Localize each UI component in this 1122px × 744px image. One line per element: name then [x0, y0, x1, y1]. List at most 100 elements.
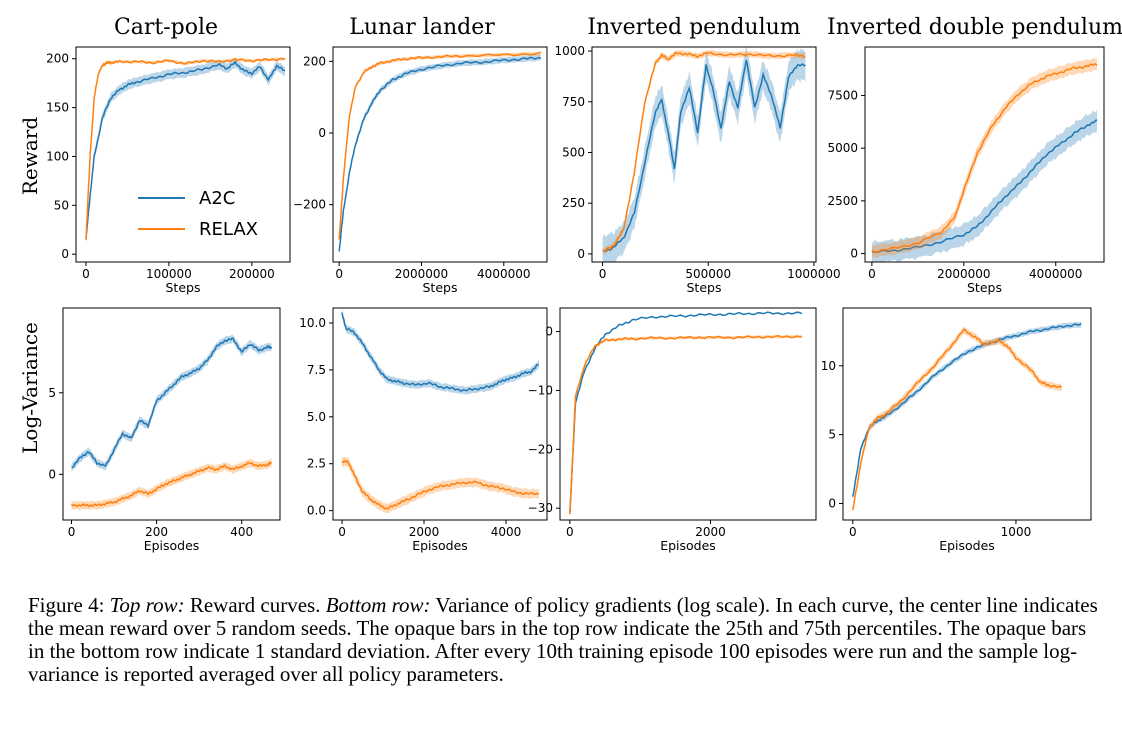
- y-tick-label: −30: [528, 501, 553, 515]
- x-axis-label: Steps: [166, 280, 201, 295]
- band-relax-invpend-logvar: [569, 334, 802, 516]
- band-relax-cartpole-logvar: [71, 458, 272, 511]
- x-axis-label: Episodes: [939, 538, 995, 553]
- x-tick-label: 0: [868, 267, 876, 281]
- x-tick-label: 0: [849, 525, 857, 539]
- plot-frame: [75, 46, 291, 263]
- series-line-relax-cartpole-reward: [85, 57, 286, 240]
- y-tick-label: 7500: [827, 88, 858, 102]
- y-tick-label: 100: [46, 149, 69, 163]
- x-tick-label: 4000000: [477, 267, 530, 281]
- row-label-log-variance: Log-Variance: [18, 322, 42, 454]
- y-tick-label: 0: [545, 325, 553, 339]
- series-line-a2c-lunar-reward: [338, 56, 542, 252]
- plot-frame: [332, 307, 548, 521]
- panel-title-cartpole: Cart-pole: [114, 15, 218, 40]
- plot-frame: [332, 46, 548, 263]
- series-line-a2c-invdpend-logvar: [852, 323, 1082, 497]
- plot-frame: [842, 307, 1092, 521]
- x-tick-label: 200000: [229, 267, 275, 281]
- x-tick-label: 4000: [491, 525, 522, 539]
- figure-caption: Figure 4: Top row: Reward curves. Bottom…: [28, 594, 1098, 686]
- plot-frame: [559, 307, 817, 521]
- y-tick-label: 0: [318, 126, 326, 140]
- y-tick-label: 2500: [827, 194, 858, 208]
- series-line-relax-cartpole-logvar: [70, 461, 273, 508]
- x-tick-label: 0: [566, 525, 574, 539]
- band-a2c-invpend-reward: [602, 47, 806, 262]
- x-axis-label: Steps: [687, 280, 722, 295]
- panel-inverted-double-pendulum-log-variance: 0 1000 0 5 10 Episodes: [821, 307, 1092, 553]
- band-relax-lunar-reward: [339, 51, 541, 243]
- band-a2c-cartpole-reward: [86, 57, 285, 245]
- x-tick-label: 1000000: [787, 267, 840, 281]
- y-tick-label: −20: [528, 442, 553, 456]
- band-a2c-lunar-reward: [339, 54, 541, 255]
- x-tick-label: 100000: [146, 267, 192, 281]
- y-tick-label: 200: [303, 54, 326, 68]
- panel-inverted-double-pendulum-reward: 0 2000000 4000000 0 2500 5000 7500 Steps: [827, 46, 1105, 295]
- panel-cartpole-reward: 0 100000 200000 0 50 100 150 200 Steps: [46, 46, 291, 295]
- panel-title-inverted-pendulum: Inverted pendulum: [587, 15, 800, 40]
- x-axis-label: Steps: [423, 280, 458, 295]
- caption-rest: Variance of policy gradients (log scale)…: [28, 593, 1098, 686]
- panel-inverted-pendulum-log-variance: 0 2000 −30 −20 −10 0 Episodes: [528, 307, 817, 553]
- y-tick-label: 10.0: [299, 316, 326, 330]
- x-tick-label: 2000000: [395, 267, 448, 281]
- y-tick-label: 5: [48, 386, 56, 400]
- y-tick-label: 200: [46, 52, 69, 66]
- y-tick-label: 5: [828, 428, 836, 442]
- x-axis-label: Episodes: [660, 538, 716, 553]
- y-tick-label: 50: [54, 198, 69, 212]
- series-line-a2c-invpend-reward: [602, 59, 806, 253]
- x-axis-label: Steps: [967, 280, 1002, 295]
- series-line-relax-invdpend-logvar: [852, 328, 1063, 511]
- y-tick-label: 1000: [554, 44, 585, 58]
- plot-frame: [62, 307, 281, 521]
- panel-cartpole-log-variance: 0 200 400 0 5 Episodes: [48, 307, 281, 553]
- caption-label: Figure 4:: [28, 593, 105, 617]
- series-line-a2c-cartpole-reward: [85, 60, 286, 240]
- y-tick-label: 0: [48, 467, 56, 481]
- x-tick-label: 400: [230, 525, 253, 539]
- panel-lunar-lander-log-variance: 0 2000 4000 0.0 2.5 5.0 7.5 10.0 Episodes: [299, 307, 548, 553]
- series-line-a2c-invdpend-reward: [871, 119, 1098, 254]
- x-tick-label: 0: [338, 525, 346, 539]
- y-tick-label: 0.0: [307, 504, 326, 518]
- series-line-relax-invpend-reward: [602, 51, 806, 253]
- x-tick-label: 2000: [409, 525, 440, 539]
- x-tick-label: 2000: [695, 525, 726, 539]
- x-tick-label: 500000: [685, 267, 731, 281]
- series-line-a2c-lunar-logvar: [341, 312, 539, 392]
- caption-top-row-label: Top row:: [109, 593, 185, 617]
- x-tick-label: 2000000: [937, 267, 990, 281]
- band-a2c-lunar-logvar: [342, 310, 539, 395]
- y-tick-label: −10: [528, 383, 553, 397]
- x-tick-label: 0: [68, 525, 76, 539]
- x-tick-label: 1000: [1001, 525, 1032, 539]
- band-relax-invdpend-reward: [871, 57, 1098, 258]
- y-tick-label: 0: [828, 496, 836, 510]
- band-a2c-cartpole-logvar: [71, 334, 272, 472]
- y-tick-label: 0: [577, 247, 585, 261]
- y-tick-label: 0: [61, 247, 69, 261]
- plot-frame: [864, 46, 1105, 263]
- y-tick-label: 5000: [827, 141, 858, 155]
- series-line-relax-lunar-logvar: [341, 459, 540, 510]
- band-relax-cartpole-reward: [86, 57, 285, 242]
- series-line-a2c-cartpole-logvar: [71, 337, 273, 469]
- caption-bottom-row-label: Bottom row:: [325, 593, 431, 617]
- x-tick-label: 0: [82, 267, 90, 281]
- panel-title-lunar-lander: Lunar lander: [349, 15, 495, 40]
- y-tick-label: 500: [562, 145, 585, 159]
- plot-frame: [591, 46, 817, 263]
- legend-label-relax: RELAX: [199, 219, 258, 240]
- y-tick-label: −200: [293, 198, 326, 212]
- series-line-relax-lunar-reward: [338, 51, 541, 240]
- series-line-relax-invdpend-reward: [871, 63, 1098, 253]
- x-axis-label: Episodes: [412, 538, 468, 553]
- series-line-a2c-invpend-logvar: [569, 311, 803, 514]
- row-label-reward: Reward: [18, 117, 42, 195]
- y-tick-label: 0: [850, 247, 858, 261]
